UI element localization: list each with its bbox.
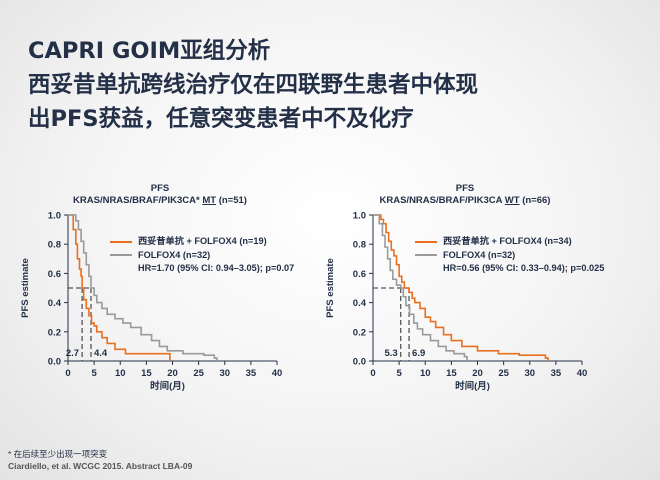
title-line-1: CAPRI GOIM亚组分析 [28, 38, 271, 64]
x-tick-label: 20 [167, 368, 178, 379]
hazard-ratio-text: HR=0.56 (95% CI: 0.33–0.94); p=0.025 [443, 263, 605, 273]
chart-legend: 西妥昔单抗 + FOLFOX4 (n=34) FOLFOX4 (n=32) HR… [415, 235, 604, 276]
legend-swatch-gray [415, 254, 437, 257]
x-tick-label: 35 [246, 368, 257, 379]
legend-item: FOLFOX4 (n=32) [415, 249, 604, 263]
x-axis-label: 时间(月) [455, 380, 490, 392]
y-tick-label: 0.4 [48, 298, 62, 309]
x-tick-label: 30 [524, 368, 535, 379]
chart-title: PFS [150, 183, 170, 194]
x-tick-label: 10 [115, 368, 126, 379]
chart-subtitle-underline: WT [504, 195, 520, 206]
x-axis-label: 时间(月) [150, 380, 185, 392]
chart-subtitle-suffix: (n=66) [519, 195, 551, 206]
footnote: * 在后续至少出现一项突变 Ciardiello, et al. WCGC 20… [8, 448, 192, 472]
km-chart-mt: PFS KRAS/NRAS/BRAF/PIK3CA* MT (n=51) 0.0… [10, 180, 310, 395]
x-tick-label: 40 [272, 368, 283, 379]
x-tick-label: 25 [498, 368, 509, 379]
y-tick-label: 0.2 [353, 327, 366, 338]
y-tick-label: 1.0 [353, 211, 366, 222]
median-value-label: 5.3 [384, 348, 397, 359]
legend-swatch-gray [110, 254, 132, 257]
x-tick-label: 20 [472, 368, 483, 379]
y-tick-label: 0.2 [48, 327, 61, 338]
chart-subtitle-prefix: KRAS/NRAS/BRAF/PIK3CA* [73, 195, 203, 206]
km-curve [373, 214, 468, 361]
chart-subtitle: KRAS/NRAS/BRAF/PIK3CA WT (n=66) [315, 195, 615, 207]
km-curve [373, 214, 549, 361]
x-tick-label: 15 [141, 368, 152, 379]
x-tick-label: 40 [577, 368, 588, 379]
legend-swatch-orange [415, 240, 437, 243]
median-value-label: 4.4 [94, 348, 108, 359]
y-tick-label: 0.6 [48, 269, 61, 280]
x-tick-label: 0 [370, 368, 375, 379]
km-plot: 0.0 0.2 0.4 0.6 0.8 1.0 0 5 10 15 20 25 30 35 40 PFS es… [325, 211, 588, 393]
chart-title: PFS [455, 183, 475, 194]
km-curve [68, 214, 218, 361]
legend-label: 西妥昔单抗 + FOLFOX4 (n=34) [443, 236, 572, 246]
y-axis-label: PFS estimate [20, 258, 31, 318]
x-tick-label: 10 [420, 368, 431, 379]
legend-label: 西妥昔单抗 + FOLFOX4 (n=19) [138, 236, 267, 246]
km-chart-wt: PFS KRAS/NRAS/BRAF/PIK3CA WT (n=66) 0.0 0… [315, 180, 615, 395]
legend-label: FOLFOX4 (n=32) [443, 249, 516, 260]
x-tick-label: 15 [446, 368, 457, 379]
hazard-ratio-text: HR=1.70 (95% CI: 0.94–3.05); p=0.07 [138, 263, 295, 273]
chart-legend: 西妥昔单抗 + FOLFOX4 (n=19) FOLFOX4 (n=32) HR… [110, 235, 294, 276]
median-value-label: 2.7 [66, 348, 79, 359]
median-value-label: 6.9 [412, 348, 425, 359]
slide-title: CAPRI GOIM亚组分析 西妥昔单抗跨线治疗仅在四联野生患者中体现 出PFS… [28, 34, 638, 136]
legend-item: 西妥昔单抗 + FOLFOX4 (n=34) [415, 235, 604, 249]
legend-label: FOLFOX4 (n=32) [138, 249, 211, 260]
y-tick-label: 0.8 [353, 240, 366, 251]
title-line-2: 西妥昔单抗跨线治疗仅在四联野生患者中体现 [28, 72, 479, 98]
x-tick-label: 5 [396, 368, 402, 379]
legend-item: 西妥昔单抗 + FOLFOX4 (n=19) [110, 235, 294, 249]
x-tick-label: 5 [91, 368, 97, 379]
x-tick-label: 0 [65, 368, 70, 379]
x-tick-label: 25 [193, 368, 204, 379]
title-line-3: 出PFS获益，任意突变患者中不及化疗 [28, 106, 414, 132]
footnote-note: * 在后续至少出现一项突变 [8, 449, 108, 459]
y-tick-label: 0.8 [48, 240, 61, 251]
chart-subtitle-prefix: KRAS/NRAS/BRAF/PIK3CA [379, 195, 505, 206]
km-curve [68, 214, 171, 361]
x-tick-label: 30 [219, 368, 230, 379]
chart-subtitle-suffix: (n=51) [216, 195, 247, 206]
legend-item: FOLFOX4 (n=32) [110, 249, 294, 263]
legend-swatch-orange [110, 240, 132, 243]
chart-subtitle-underline: MT [202, 195, 217, 206]
y-tick-label: 0.0 [353, 357, 366, 368]
y-axis-label: PFS estimate [325, 258, 336, 318]
y-tick-label: 1.0 [48, 211, 61, 222]
y-tick-label: 0.0 [48, 357, 61, 368]
y-tick-label: 0.6 [353, 269, 366, 280]
y-tick-label: 0.4 [353, 298, 367, 309]
x-tick-label: 35 [551, 368, 562, 379]
chart-subtitle: KRAS/NRAS/BRAF/PIK3CA* MT (n=51) [10, 195, 310, 207]
km-plot: 0.0 0.2 0.4 0.6 0.8 1.0 0 5 10 15 20 25 30 35 40 PFS es… [20, 211, 283, 393]
footnote-citation: Ciardiello, et al. WCGC 2015. Abstract L… [8, 461, 193, 471]
